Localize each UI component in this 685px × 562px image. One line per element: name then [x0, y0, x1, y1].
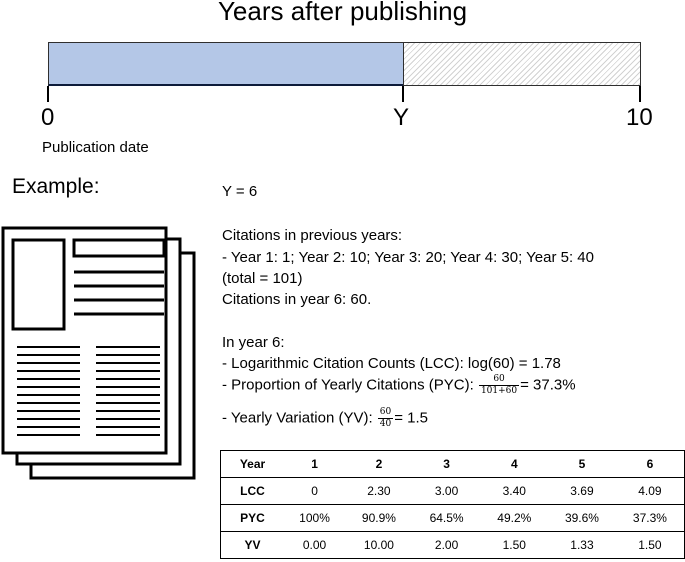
table-cell: 39.6%: [548, 504, 616, 532]
pyc-fraction: 60 101+60: [478, 374, 520, 397]
tick-y: [402, 86, 404, 102]
pyc-line: - Proportion of Yearly Citations (PYC): …: [222, 374, 576, 397]
previous-citations-line: - Year 1: 1; Year 2: 10; Year 3: 20; Yea…: [222, 249, 594, 266]
pyc-denominator: 101+60: [480, 386, 518, 396]
tick-label-y: Y: [393, 104, 410, 131]
table-cell: 10.00: [345, 531, 413, 559]
table-cell: 0.00: [284, 531, 346, 559]
yv-denominator: 40: [379, 419, 392, 429]
table-cell: 49.2%: [480, 504, 549, 532]
pyc-label: - Proportion of Yearly Citations (PYC):: [222, 376, 478, 394]
lcc-line: - Logarithmic Citation Counts (LCC): log…: [222, 355, 561, 372]
table-cell: 2.00: [412, 531, 481, 559]
document-stack-icon: [1, 226, 196, 480]
metrics-table: Year 1 2 3 4 5 6 LCC 0 2.30 3.00 3.40 3.…: [220, 450, 685, 559]
table-cell: 3.00: [412, 477, 481, 505]
yv-label: - Yearly Variation (YV):: [222, 409, 377, 427]
table-header-cell: Year: [220, 450, 284, 478]
table-cell: 1.50: [480, 531, 549, 559]
in-year-heading: In year 6:: [222, 334, 285, 351]
current-year-citations: Citations in year 6: 60.: [222, 291, 372, 308]
table-cell: 2.30: [345, 477, 413, 505]
table-row-label: LCC: [220, 477, 284, 505]
table-cell: 3.40: [480, 477, 549, 505]
yv-fraction: 60 40: [377, 407, 394, 430]
remaining-years-bar: [403, 42, 641, 86]
table-cell: 4.09: [615, 477, 685, 505]
timeline-title: Years after publishing: [217, 0, 468, 26]
table-cell: 3.69: [548, 477, 616, 505]
table-row-label: PYC: [220, 504, 284, 532]
table-row: LCC 0 2.30 3.00 3.40 3.69 4.09: [220, 477, 685, 505]
table-header-cell: 1: [284, 450, 346, 478]
yv-line: - Yearly Variation (YV): 60 40 = 1.5: [222, 407, 428, 430]
previous-citations-total: (total = 101): [222, 270, 303, 287]
tick-label-start: 0: [41, 104, 55, 131]
table-header-cell: 2: [345, 450, 413, 478]
pyc-result: = 37.3%: [520, 376, 576, 394]
elapsed-years-bar: [48, 42, 404, 86]
y-value-line: Y = 6: [222, 183, 258, 200]
table-header-cell: 6: [615, 450, 685, 478]
table-header-cell: 5: [548, 450, 616, 478]
table-cell: 90.9%: [345, 504, 413, 532]
table-cell: 1.50: [615, 531, 685, 559]
table-row-label: YV: [220, 531, 284, 559]
yv-result: = 1.5: [394, 409, 429, 427]
table-cell: 100%: [284, 504, 346, 532]
table-row: YV 0.00 10.00 2.00 1.50 1.33 1.50: [220, 531, 685, 559]
example-heading: Example:: [12, 175, 100, 198]
yv-numerator: 60: [377, 407, 394, 419]
table-cell: 37.3%: [615, 504, 685, 532]
tick-label-end: 10: [626, 104, 653, 131]
pyc-numerator: 60: [478, 374, 520, 386]
table-header-cell: 3: [412, 450, 481, 478]
table-cell: 0: [284, 477, 346, 505]
tick-start: [47, 86, 49, 102]
previous-citations-heading: Citations in previous years:: [222, 227, 403, 244]
publication-date-label: Publication date: [42, 139, 149, 156]
table-header-cell: 4: [480, 450, 549, 478]
table-row: PYC 100% 90.9% 64.5% 49.2% 39.6% 37.3%: [220, 504, 685, 532]
table-cell: 1.33: [548, 531, 616, 559]
tick-end: [639, 86, 641, 102]
table-header-row: Year 1 2 3 4 5 6: [220, 450, 685, 478]
table-cell: 64.5%: [412, 504, 481, 532]
